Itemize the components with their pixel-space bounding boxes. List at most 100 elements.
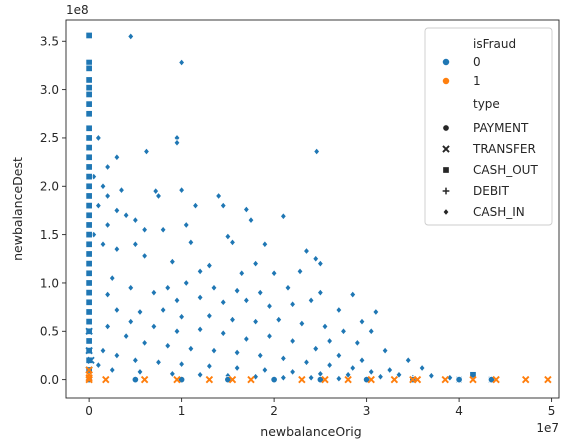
y-tick-label: 2.0 [40, 180, 59, 194]
legend-label-debit: DEBIT [473, 184, 510, 198]
point-cash-out-fraud-0 [85, 173, 93, 181]
point-cash-in-fraud-0 [108, 366, 116, 374]
legend-label-transfer: TRANSFER [472, 142, 536, 156]
point-cash-in-fraud-0 [252, 317, 259, 326]
point-cash-out-fraud-0 [85, 269, 93, 277]
point-cash-out-fraud-0 [85, 58, 93, 67]
point-cash-in-fraud-0 [233, 286, 241, 295]
legend-style-title: type [473, 97, 500, 111]
point-cash-in-fraud-0 [312, 254, 320, 263]
point-cash-in-fraud-0 [122, 211, 130, 220]
legend-label-cash-out: CASH_OUT [473, 163, 538, 177]
point-cash-in-fraud-0 [210, 346, 218, 355]
point-cash-in-fraud-0 [340, 327, 347, 336]
point-cash-in-fraud-0 [136, 367, 144, 376]
point-cash-in-fraud-0 [113, 153, 121, 162]
x-tick-label: 1 [178, 404, 186, 418]
point-cash-in-fraud-0 [164, 341, 172, 350]
point-cash-out-fraud-0 [85, 64, 93, 72]
point-cash-in-fraud-0 [136, 308, 144, 316]
point-cash-out-fraud-0 [85, 124, 93, 132]
point-cash-in-fraud-0 [381, 346, 389, 355]
y-tick-label: 1.5 [40, 228, 59, 242]
point-cash-in-fraud-0 [104, 221, 111, 229]
point-cash-in-fraud-0 [104, 163, 111, 171]
point-cash-in-fraud-0 [99, 240, 107, 249]
point-cash-in-fraud-0 [127, 317, 135, 326]
point-transfer-fraud-1 [321, 375, 329, 384]
point-cash-out-fraud-0 [85, 192, 93, 200]
point-cash-in-fraud-0 [233, 364, 241, 372]
point-cash-out-fraud-0 [85, 318, 93, 326]
point-cash-in-fraud-0 [95, 361, 102, 370]
point-cash-in-fraud-0 [372, 308, 380, 316]
point-cash-in-fraud-0 [219, 329, 227, 338]
point-cash-in-fraud-0 [182, 221, 190, 229]
point-cash-in-fraud-0 [210, 283, 218, 292]
point-cash-in-fraud-0 [335, 351, 343, 360]
point-cash-in-fraud-0 [224, 232, 232, 241]
point-cash-in-fraud-0 [321, 322, 329, 331]
y-tick-label: 3.0 [40, 83, 59, 97]
legend-marker-transfer [442, 145, 450, 153]
y-tick-label: 3.5 [40, 35, 59, 49]
point-cash-in-fraud-0 [233, 348, 241, 357]
point-transfer-fraud-1 [544, 375, 552, 384]
point-cash-out-fraud-0 [85, 163, 93, 171]
point-cash-out-fraud-0 [85, 182, 93, 190]
point-cash-in-fraud-0 [155, 192, 162, 200]
point-cash-in-fraud-0 [206, 362, 213, 370]
point-cash-in-fraud-0 [113, 206, 121, 215]
point-cash-in-fraud-0 [252, 372, 259, 381]
point-cash-in-fraud-0 [229, 238, 236, 247]
point-cash-in-fraud-0 [317, 288, 324, 297]
point-transfer-fraud-1 [140, 375, 149, 384]
point-cash-in-fraud-0 [113, 351, 121, 360]
point-cash-in-fraud-0 [127, 32, 135, 41]
point-cash-in-fraud-0 [99, 182, 107, 191]
point-cash-in-fraud-0 [143, 147, 150, 156]
point-cash-out-fraud-0 [85, 221, 93, 229]
point-payment-fraud-0 [131, 376, 139, 384]
point-payment-fraud-0 [455, 376, 463, 384]
point-cash-in-fraud-0 [303, 358, 310, 367]
point-cash-in-fraud-0 [104, 322, 111, 331]
point-cash-in-fraud-0 [289, 337, 296, 345]
point-cash-in-fraud-0 [261, 366, 269, 374]
point-cash-in-fraud-0 [127, 283, 135, 292]
point-cash-in-fraud-0 [219, 298, 227, 307]
point-cash-out-fraud-0 [85, 250, 93, 258]
point-cash-out-fraud-0 [85, 337, 93, 345]
point-cash-in-fraud-0 [192, 201, 199, 210]
x-axis-label: newbalanceOrig [260, 424, 361, 439]
point-cash-in-fraud-0 [159, 306, 167, 314]
point-cash-in-fraud-0 [95, 201, 102, 210]
point-cash-out-fraud-0 [85, 298, 93, 306]
point-cash-in-fraud-0 [289, 300, 296, 309]
point-cash-in-fraud-0 [132, 356, 139, 365]
point-cash-in-fraud-0 [335, 306, 343, 314]
point-cash-in-fraud-0 [169, 369, 176, 378]
point-cash-in-fraud-0 [155, 358, 162, 367]
point-cash-in-fraud-0 [196, 267, 204, 276]
point-cash-in-fraud-0 [256, 288, 264, 297]
point-cash-in-fraud-0 [296, 267, 304, 276]
point-cash-out-fraud-0 [85, 134, 93, 142]
y-tick-label: 0.5 [40, 325, 59, 339]
point-cash-out-fraud-0 [85, 100, 93, 108]
point-cash-in-fraud-0 [349, 364, 357, 372]
point-transfer-fraud-1 [85, 375, 93, 384]
point-transfer-fraud-1 [492, 375, 500, 384]
legend-box [424, 27, 553, 226]
point-cash-in-fraud-0 [313, 147, 320, 156]
point-cash-out-fraud-0 [85, 279, 93, 287]
legend: isFraud 0 1 type PAYMENT TRANSFER CASH_OUT D… [424, 27, 553, 226]
legend-label-isfraud-1: 1 [473, 74, 481, 88]
x-tick-label: 4 [455, 404, 463, 418]
point-cash-in-fraud-0 [196, 370, 204, 379]
point-cash-in-fraud-0 [317, 259, 324, 268]
point-cash-in-fraud-0 [118, 186, 125, 195]
point-cash-in-fraud-0 [358, 317, 366, 326]
point-transfer-fraud-1 [228, 375, 237, 384]
point-cash-in-fraud-0 [280, 354, 287, 363]
